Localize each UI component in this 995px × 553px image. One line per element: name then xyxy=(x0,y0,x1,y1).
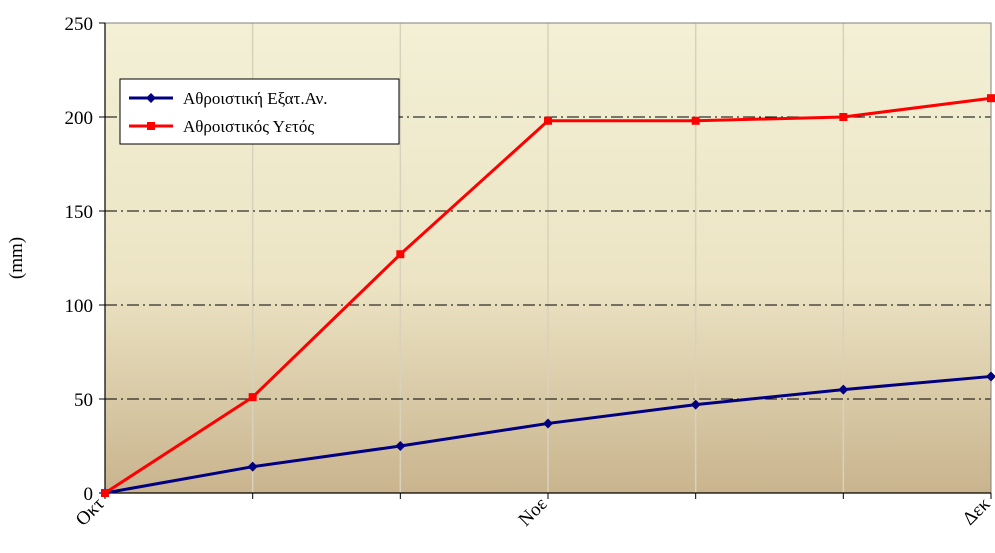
y-tick-labels: 0 50 100 150 200 250 xyxy=(65,14,94,505)
y-tick-label: 100 xyxy=(65,296,94,317)
legend-box xyxy=(119,78,400,145)
data-point-series-2 xyxy=(544,116,552,125)
data-point-series-1 xyxy=(543,418,553,429)
data-point-series-2 xyxy=(101,489,109,497)
y-tick-label: 200 xyxy=(65,108,94,129)
y-tick-label: 0 xyxy=(84,484,94,505)
data-point-series-2 xyxy=(248,393,257,402)
legend-marker-series-1 xyxy=(146,93,156,103)
data-point-series-1 xyxy=(247,461,258,472)
y-tick-label: 250 xyxy=(65,14,94,35)
data-point-series-1 xyxy=(986,371,995,382)
data-point-series-2 xyxy=(839,113,848,121)
x-tick-label: Δεκ xyxy=(959,493,995,529)
x-tick-label: Νοε xyxy=(515,494,552,531)
legend: Αθροιστική Εξατ.Αν. Αθροιστικός Υετός xyxy=(119,78,400,145)
data-point-series-1 xyxy=(395,441,406,451)
x-tick-label: Οκτ xyxy=(72,493,109,530)
data-point-series-2 xyxy=(691,116,700,125)
series-layer xyxy=(100,94,995,498)
y-axis-title: (mm) xyxy=(6,237,27,279)
legend-label-series-1: Αθροιστική Εξατ.Αν. xyxy=(183,89,328,108)
y-tick-label: 50 xyxy=(74,390,93,411)
legend-marker-series-2 xyxy=(147,122,155,130)
data-point-series-2 xyxy=(987,94,995,103)
x-tick-labels: Οκτ Νοε Δεκ xyxy=(72,493,995,530)
data-point-series-1 xyxy=(690,399,701,410)
data-point-series-2 xyxy=(396,250,405,259)
data-point-series-1 xyxy=(838,384,849,395)
legend-label-series-2: Αθροιστικός Υετός xyxy=(183,117,314,136)
y-tick-label: 150 xyxy=(65,202,94,223)
